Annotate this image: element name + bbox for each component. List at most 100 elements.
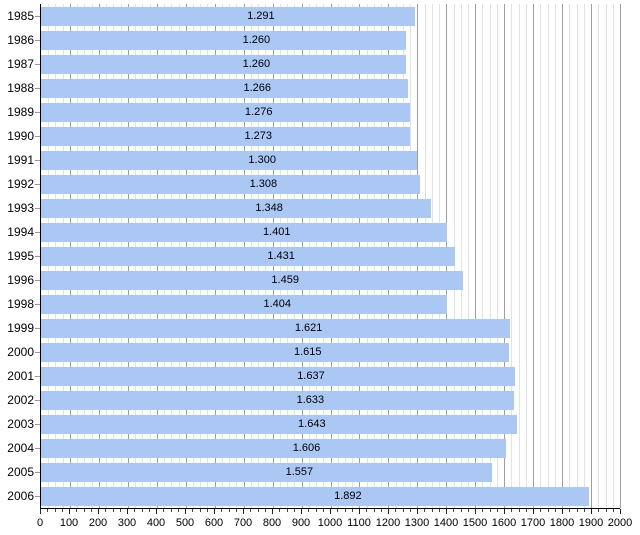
bar-1999: 1.621: [41, 319, 511, 338]
x-minor-tick: [496, 509, 498, 512]
x-minor-tick: [438, 509, 440, 512]
bar-1988: 1.266: [41, 79, 408, 98]
y-axis-label-1994: 1994: [7, 225, 34, 239]
minor-gridline: [511, 4, 513, 508]
x-major-tick: [388, 509, 389, 514]
x-minor-tick: [257, 509, 259, 512]
y-axis-tick: [35, 256, 40, 257]
y-axis-label-2005: 2005: [7, 465, 34, 479]
x-minor-tick: [460, 509, 462, 512]
minor-gridline: [547, 4, 549, 508]
x-tick-label: 300: [117, 517, 137, 529]
x-major-tick: [533, 509, 534, 514]
x-minor-tick: [424, 509, 426, 512]
x-minor-tick: [177, 509, 179, 512]
bar-2006: 1.892: [41, 487, 589, 506]
y-axis-tick: [35, 496, 40, 497]
x-minor-tick: [431, 509, 433, 512]
x-minor-tick: [199, 509, 201, 512]
x-minor-tick: [293, 509, 295, 512]
y-axis-tick: [35, 304, 40, 305]
x-major-tick: [69, 509, 70, 514]
bar-1998: 1.404: [41, 295, 448, 314]
y-axis-label-1998: 1998: [7, 297, 34, 311]
x-minor-tick: [540, 509, 542, 512]
y-axis-label-1993: 1993: [7, 201, 34, 215]
x-axis: 0 100 200 300 400 500 600 700 800 900 1000 1100 1200…: [37, 509, 632, 535]
x-tick-label: 900: [291, 517, 311, 529]
minor-gridline: [518, 4, 520, 508]
bar-value-label: 1.291: [247, 10, 275, 22]
y-axis-tick: [35, 112, 40, 113]
x-minor-tick: [344, 509, 346, 512]
bar-2004: 1.606: [41, 439, 506, 458]
x-minor-tick: [54, 509, 56, 512]
x-major-tick: [359, 509, 360, 514]
bar-2002: 1.633: [41, 391, 514, 410]
x-minor-tick: [112, 509, 114, 512]
y-axis-label-1991: 1991: [7, 153, 34, 167]
bar-1992: 1.308: [41, 175, 420, 194]
x-tick-label: 500: [175, 517, 195, 529]
x-minor-tick: [192, 509, 194, 512]
bar-1995: 1.431: [41, 247, 456, 266]
y-axis-label-1988: 1988: [7, 81, 34, 95]
y-axis-tick: [35, 328, 40, 329]
x-major-tick: [156, 509, 157, 514]
major-gridline: [475, 4, 477, 508]
x-major-tick: [562, 509, 563, 514]
minor-gridline: [525, 4, 527, 508]
x-major-tick: [243, 509, 244, 514]
x-minor-tick: [525, 509, 527, 512]
x-minor-tick: [511, 509, 513, 512]
bar-value-label: 1.404: [263, 298, 291, 310]
x-minor-tick: [373, 509, 375, 512]
x-tick-label: 1000: [317, 517, 343, 529]
major-gridline: [620, 4, 621, 508]
x-minor-tick: [264, 509, 266, 512]
minor-gridline: [605, 4, 607, 508]
minor-gridline: [569, 4, 571, 508]
x-minor-tick: [380, 509, 382, 512]
y-axis-tick: [35, 472, 40, 473]
y-axis-tick: [35, 64, 40, 65]
y-axis-ticks: [0, 4, 40, 508]
x-minor-tick: [308, 509, 310, 512]
x-minor-tick: [547, 509, 549, 512]
y-axis-tick: [35, 160, 40, 161]
bar-value-label: 1.892: [334, 490, 362, 502]
y-axis-label-2000: 2000: [7, 345, 34, 359]
x-minor-tick: [105, 509, 107, 512]
x-minor-tick: [228, 509, 230, 512]
y-axis-tick: [35, 208, 40, 209]
bar-1985: 1.291: [41, 7, 415, 26]
minor-gridline: [540, 4, 542, 508]
bar-value-label: 1.260: [242, 34, 271, 46]
x-minor-tick: [286, 509, 288, 512]
x-minor-tick: [250, 509, 252, 512]
y-axis-tick: [35, 424, 40, 425]
bar-2003: 1.643: [41, 415, 517, 434]
bar-value-label: 1.621: [294, 322, 323, 334]
minor-gridline: [612, 4, 614, 508]
x-minor-tick: [583, 509, 585, 512]
major-gridline: [591, 4, 593, 508]
x-minor-tick: [395, 509, 397, 512]
y-axis-tick: [35, 16, 40, 17]
bar-value-label: 1.348: [255, 202, 283, 214]
x-tick-label: 100: [59, 517, 79, 529]
x-tick-label: 400: [146, 517, 166, 529]
minor-gridline: [489, 4, 491, 508]
bar-value-label: 1.459: [271, 274, 299, 286]
minor-gridline: [576, 4, 578, 508]
bar-value-label: 1.273: [244, 130, 273, 142]
x-minor-tick: [235, 509, 237, 512]
x-major-tick: [40, 509, 41, 514]
x-tick-label: 700: [233, 517, 253, 529]
major-gridline: [533, 4, 535, 508]
bar-value-label: 1.401: [263, 226, 291, 238]
y-axis-label-1985: 1985: [7, 9, 34, 23]
bar-2005: 1.557: [41, 463, 492, 482]
minor-gridline: [598, 4, 600, 508]
x-tick-label: 200: [88, 517, 108, 529]
